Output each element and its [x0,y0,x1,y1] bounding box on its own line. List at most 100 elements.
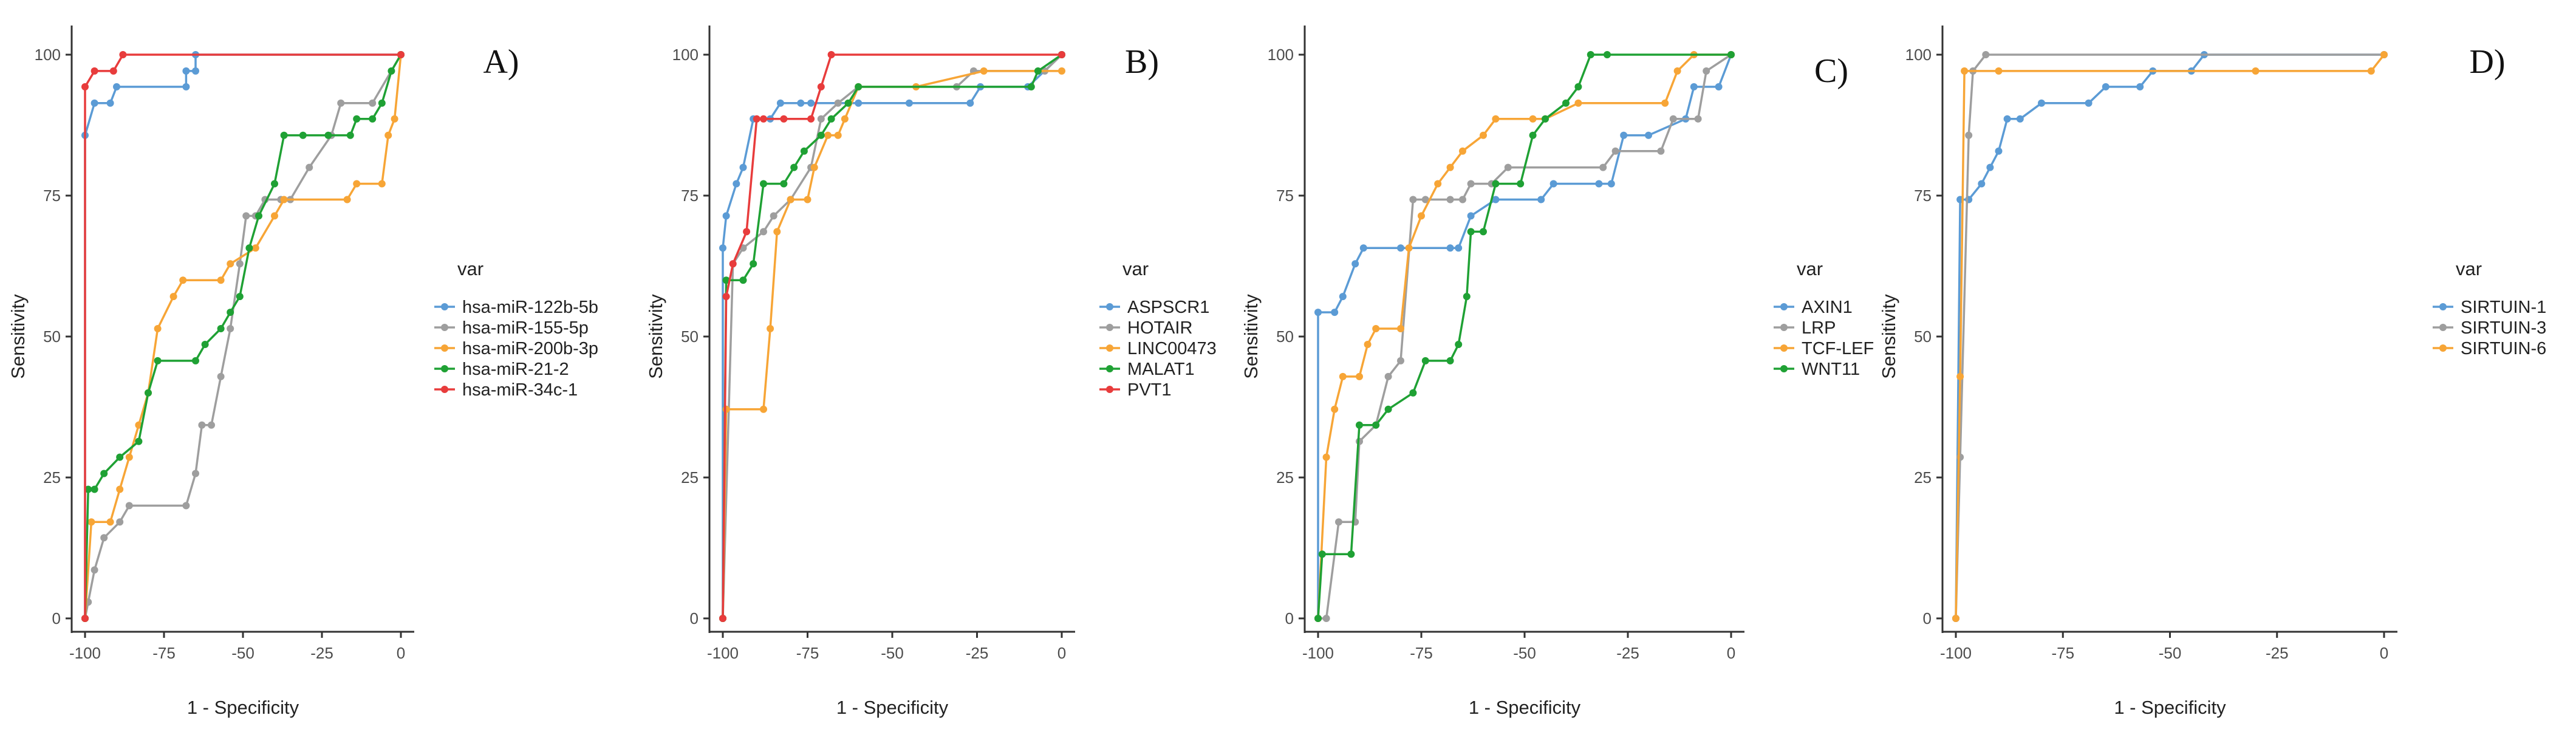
roc-point [1529,131,1537,139]
roc-point [1027,83,1035,91]
roc-point [353,115,361,123]
roc-curve-line [1955,53,2384,619]
roc-point [753,115,760,123]
roc-point [201,341,209,348]
roc-panel-c: 0 25 50 75 100 -100 -75 -50 -25 0 1 - Specificity S… [1240,26,1874,718]
legend-title: var [1122,258,1149,279]
roc-point [192,357,199,364]
roc-point [2085,99,2093,107]
x-tick-label: 0 [2380,644,2388,662]
roc-point [1459,147,1466,155]
roc-point [242,212,250,220]
roc-point [797,99,805,107]
roc-point [1418,212,1425,220]
legend-marker [441,324,448,331]
roc-point [1715,83,1723,91]
roc-point [369,115,377,123]
roc-point [106,518,114,526]
roc-point [198,421,206,429]
roc-point [337,99,345,107]
roc-point [2136,83,2144,91]
roc-point [81,83,89,91]
roc-point [1351,260,1359,268]
roc-point [760,115,767,123]
roc-panel-b: 0 25 50 75 100 -100 -75 -50 -25 0 1 - Specificity S… [645,26,1217,718]
x-tick-label: -50 [881,644,904,662]
roc-point [1034,67,1042,75]
roc-point [780,115,788,123]
roc-point [722,405,730,413]
roc-point [1492,180,1500,188]
roc-point [217,276,225,284]
roc-point [1669,115,1677,123]
roc-point [81,615,89,622]
roc-point [2038,99,2045,107]
roc-point [787,196,794,204]
roc-point [1434,180,1442,188]
roc-point [1562,99,1570,107]
x-tick-label: -50 [2159,644,2182,662]
roc-point [192,470,199,477]
roc-curve-line [84,53,401,618]
roc-point [169,293,177,301]
legend-label: WNT11 [1802,360,1860,379]
legend-label: SIRTUIN-3 [2461,318,2546,338]
roc-point [1611,147,1619,155]
roc-point [116,518,124,526]
roc-point [2003,115,2011,123]
roc-point [116,485,124,493]
roc-curve-line [1317,53,1731,619]
y-axis-title: Sensitivity [1878,294,1899,379]
roc-point [255,212,262,220]
x-tick-label: -75 [2051,644,2074,662]
roc-point [217,372,225,380]
roc-point [1956,453,1964,461]
y-tick-label: 100 [1268,46,1294,64]
x-tick-label: -25 [1616,644,1639,662]
roc-point [280,196,288,204]
roc-point [2380,51,2388,58]
roc-point [760,180,767,188]
roc-point [182,83,190,91]
y-tick-label: 25 [681,468,699,487]
roc-point [119,51,127,58]
x-axis-title: 1 - Specificity [2114,697,2226,718]
roc-point [1446,196,1454,204]
roc-point [145,389,152,397]
x-tick-label: -25 [310,644,333,662]
roc-point [834,99,842,107]
roc-point [776,99,784,107]
y-tick-label: 75 [43,186,61,205]
roc-point [182,502,190,510]
roc-point [1480,131,1487,139]
roc-point [1537,196,1545,204]
legend-label: hsa-miR-21-2 [462,360,569,379]
roc-point [1599,163,1607,171]
roc-point [739,163,747,171]
x-tick-label: 0 [1057,644,1066,662]
series-wnt11 [1314,51,1735,622]
roc-curve-line [722,53,1063,618]
series-hsa-mir-34c-1 [81,51,405,622]
roc-point [271,180,278,188]
roc-point [1356,372,1363,380]
legend-marker [441,386,448,393]
legend-label: PVT1 [1127,380,1172,400]
roc-point [1384,372,1392,380]
roc-point [2016,115,2024,123]
roc-point [343,196,351,204]
roc-point [719,244,726,252]
legend-title: var [2456,258,2482,279]
roc-point [767,325,774,332]
roc-point [1492,196,1500,204]
roc-point [217,325,225,332]
roc-point [1409,389,1417,397]
roc-point [182,67,190,75]
roc-point [1331,405,1339,413]
x-tick-label: -50 [231,644,255,662]
roc-point [1645,131,1652,139]
roc-point [1727,51,1735,58]
roc-point [1703,67,1710,75]
